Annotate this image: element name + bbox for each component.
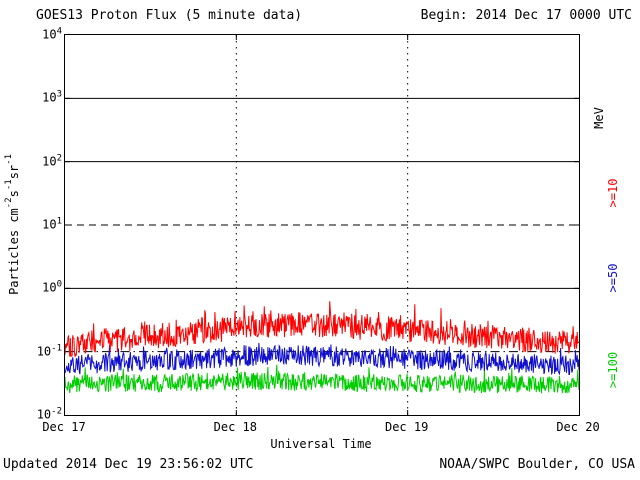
y-tick-label: 10-2 (36, 406, 62, 422)
updated-timestamp: Updated 2014 Dec 19 23:56:02 UTC (3, 457, 254, 472)
x-tick-label: Dec 20 (556, 420, 600, 434)
x-tick-label: Dec 19 (384, 420, 429, 434)
plot-area (64, 34, 580, 416)
y-tick-label: 104 (42, 26, 62, 42)
y-tick-label: 102 (42, 153, 62, 169)
chart-canvas (65, 35, 579, 415)
begin-timestamp: Begin: 2014 Dec 17 0000 UTC (420, 8, 632, 23)
source-attribution: NOAA/SWPC Boulder, CO USA (439, 457, 635, 472)
y-tick-label: 103 (42, 89, 62, 105)
flux-series--10-mev (65, 301, 579, 357)
right-axis-label: >=50 (606, 263, 620, 293)
flux-series--50-mev (65, 342, 579, 376)
flux-series--100-mev (65, 364, 579, 394)
right-axis-label: >=10 (606, 178, 620, 208)
y-tick-label: 101 (42, 216, 62, 232)
y-tick-label: 10-1 (36, 343, 62, 359)
right-axis-label: MeV (592, 107, 606, 129)
chart-title: GOES13 Proton Flux (5 minute data) (36, 8, 303, 23)
x-tick-label: Dec 18 (213, 420, 258, 434)
right-axis-label: >=100 (606, 351, 620, 389)
x-axis-label: Universal Time (270, 437, 372, 451)
y-tick-label: 100 (42, 279, 62, 295)
x-tick-label: Dec 17 (42, 420, 86, 434)
